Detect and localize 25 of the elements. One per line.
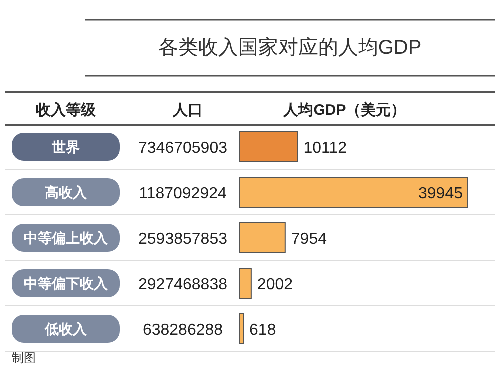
y-tick-label: 世界 — [51, 139, 80, 155]
text: 人口 — [172, 102, 203, 119]
bar — [240, 132, 298, 162]
y-tick-label: 低收入 — [44, 321, 88, 337]
text: 638286288 — [142, 322, 224, 339]
data-label: 39945 — [418, 186, 464, 202]
bar — [240, 314, 244, 344]
text: 2593857853 — [138, 231, 228, 248]
data-label: 2002 — [257, 276, 294, 294]
text: 2927468838 — [138, 276, 228, 294]
x-axis-title: 人均GDP（美元） — [282, 101, 406, 119]
data-label: 618 — [250, 322, 276, 339]
text: 7346705903 — [138, 140, 228, 157]
bar — [240, 177, 468, 208]
y-tick-label: 中等偏上收入 — [24, 230, 109, 246]
bar — [240, 222, 286, 254]
chart-title: 各类收入国家对应的人均GDP — [158, 37, 422, 59]
text: 制图 — [12, 351, 36, 365]
y-axis-title: 收入等级 — [36, 102, 97, 119]
y-tick-label: 中等偏下收入 — [24, 276, 109, 292]
y-tick-label: 高收入 — [45, 184, 88, 200]
text: 1187092924 — [139, 186, 227, 202]
data-label: 10112 — [304, 140, 348, 157]
bar — [240, 268, 252, 299]
data-label: 7954 — [291, 231, 328, 248]
